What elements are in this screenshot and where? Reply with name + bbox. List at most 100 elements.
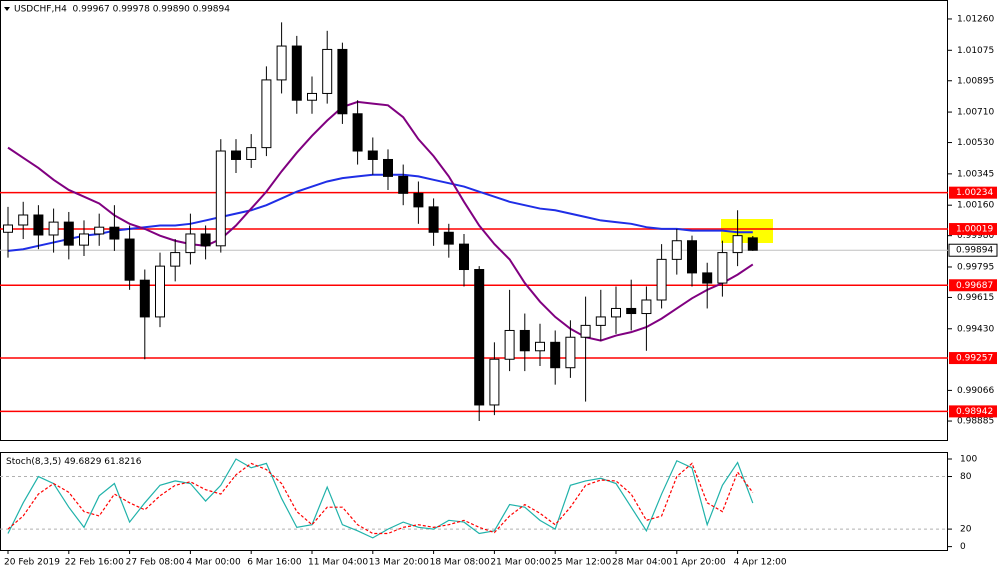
candle-body <box>687 240 697 274</box>
candle-body <box>626 307 637 315</box>
candle-body <box>231 150 241 160</box>
candle-body <box>291 45 302 101</box>
candle-body <box>109 226 120 240</box>
stoch-panel-frame <box>0 452 948 551</box>
candle-body <box>322 48 333 94</box>
candle-body <box>459 243 469 271</box>
candle-body <box>18 214 29 226</box>
x-tick-label: 4 Apr 12:00 <box>734 558 787 568</box>
candle-body <box>33 214 44 236</box>
y-tick-label: 1.00710 <box>957 108 994 118</box>
candle-body <box>580 324 591 338</box>
y-tick-label: 0 <box>960 542 966 552</box>
y-tick-label: 1.00160 <box>957 201 994 211</box>
y-tick-label: 0.99615 <box>957 293 994 303</box>
candle-body <box>732 235 743 254</box>
level-label: 0.98942 <box>956 407 993 417</box>
stoch-header: Stoch(8,3,5) 49.6829 61.8216 <box>6 457 142 467</box>
level-label-box <box>949 405 997 418</box>
stoch-line <box>7 462 754 535</box>
stoch-title: Stoch(8,3,5) <box>6 457 61 467</box>
candle-body <box>641 299 652 315</box>
candle-body <box>337 48 348 115</box>
candle-body <box>79 233 89 246</box>
candle-body <box>398 175 409 194</box>
x-tick-label: 1 Apr 20:00 <box>673 558 726 568</box>
candle-body <box>246 147 257 160</box>
stoch-signal-value: 61.8216 <box>104 457 141 467</box>
candle-body <box>307 92 317 101</box>
x-tick-label: 11 Mar 04:00 <box>308 558 368 568</box>
candle-body <box>63 221 74 246</box>
candle-body <box>200 233 211 247</box>
chart-header: USDCHF,H4 0.99967 0.99978 0.99890 0.9989… <box>14 5 230 15</box>
candle-body <box>352 113 363 152</box>
y-tick-label: 80 <box>960 472 972 482</box>
level-label-box <box>949 186 997 199</box>
candle-body <box>671 240 682 260</box>
x-tick-label: 18 Mar 08:00 <box>430 558 490 568</box>
candle-body <box>702 272 713 284</box>
candle-body <box>504 329 515 360</box>
candle-body <box>550 341 561 369</box>
level-label-box <box>949 352 997 365</box>
y-tick-label: 1.00530 <box>957 138 994 148</box>
level-label: 0.99257 <box>956 354 993 364</box>
candle-body <box>519 329 530 352</box>
candle-body <box>185 233 196 254</box>
candle-body <box>383 158 393 177</box>
y-tick-label: 0.98885 <box>957 417 994 427</box>
main-panel-frame <box>0 0 948 441</box>
y-tick-label: 100 <box>960 455 977 465</box>
candle-body <box>489 358 500 406</box>
x-tick-label: 6 Mar 16:00 <box>247 558 302 568</box>
moving-average <box>7 173 753 252</box>
candle-body <box>261 79 272 149</box>
last-price-label: 0.99894 <box>956 246 993 256</box>
candle-body <box>595 316 606 326</box>
candle-body <box>717 252 728 284</box>
y-tick-label: 20 <box>960 525 972 535</box>
candle-body <box>474 269 485 406</box>
last-price-box <box>948 243 998 257</box>
candle-body <box>413 192 424 208</box>
candle-body <box>170 252 181 267</box>
candle-body <box>48 221 59 236</box>
x-tick-label: 28 Mar 04:00 <box>612 558 672 568</box>
candle-body <box>155 265 165 318</box>
candle-body <box>747 237 758 251</box>
menu-triangle[interactable] <box>4 7 10 11</box>
y-tick-label: 1.01075 <box>957 46 994 56</box>
level-label: 1.00234 <box>956 188 993 198</box>
candle-body <box>94 226 105 235</box>
stoch-main-value: 49.6829 <box>64 457 101 467</box>
level-label: 1.00019 <box>956 225 993 235</box>
x-tick-label: 4 Mar 00:00 <box>186 558 241 568</box>
x-tick-label: 25 Mar 12:00 <box>551 558 611 568</box>
candle-body <box>611 307 621 318</box>
x-tick-label: 21 Mar 00:00 <box>490 558 550 568</box>
candle-body <box>656 258 667 301</box>
candle-body <box>124 238 135 281</box>
candle-body <box>535 341 545 352</box>
x-tick-label: 22 Feb 16:00 <box>65 558 124 568</box>
candle-body <box>139 279 150 318</box>
candle-body <box>215 150 226 247</box>
moving-average <box>7 100 754 342</box>
y-tick-label: 1.00895 <box>957 76 994 86</box>
x-tick-label: 27 Feb 08:00 <box>126 558 185 568</box>
y-tick-label: 0.99795 <box>957 262 994 272</box>
x-tick-label: 20 Feb 2019 <box>4 558 60 568</box>
level-label: 0.99687 <box>956 281 993 291</box>
y-tick-label: 1.00345 <box>957 169 994 179</box>
x-tick-label: 13 Mar 20:00 <box>369 558 429 568</box>
level-label-box <box>949 279 997 292</box>
candle-body <box>443 231 454 245</box>
y-tick-label: 0.99430 <box>957 324 994 334</box>
level-label-box <box>949 223 997 236</box>
y-tick-label: 0.99066 <box>957 386 994 396</box>
candle-body <box>276 45 287 81</box>
candle-body <box>3 224 13 233</box>
y-tick-label: 0.99980 <box>957 231 994 241</box>
